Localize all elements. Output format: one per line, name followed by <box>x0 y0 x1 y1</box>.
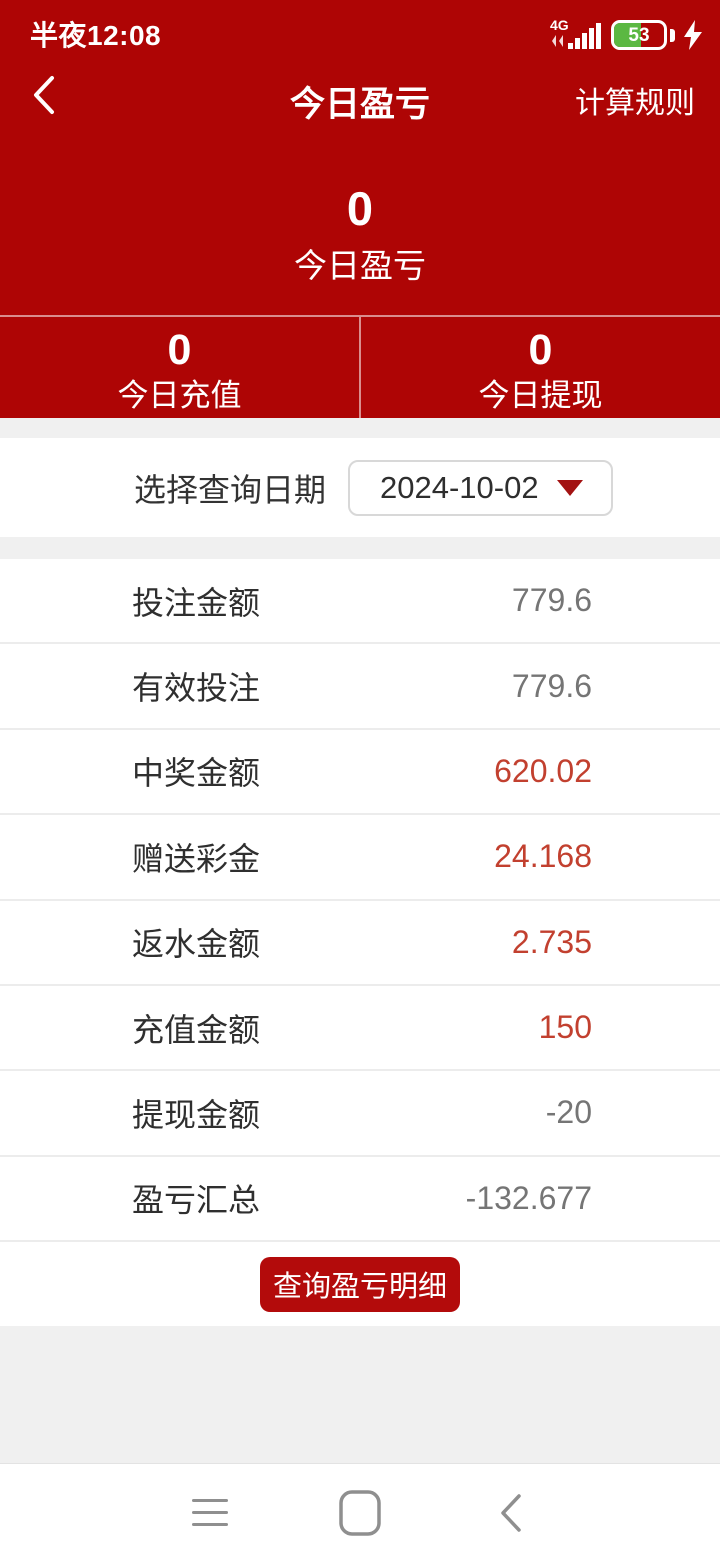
date-select-value: 2024-10-02 <box>380 469 539 505</box>
query-detail-button[interactable]: 查询盈亏明细 <box>260 1256 460 1312</box>
row-value: 2.735 <box>511 923 592 960</box>
stat-withdraw: 0 今日提现 <box>359 317 720 418</box>
table-row: 投注金额 779.6 <box>0 559 720 645</box>
row-value: 620.02 <box>494 752 592 789</box>
stats-row: 0 今日充值 0 今日提现 <box>0 317 720 418</box>
calc-rules-link[interactable]: 计算规则 <box>575 87 695 120</box>
nav-back-button[interactable] <box>471 1464 551 1560</box>
battery-nub <box>670 28 675 42</box>
home-button[interactable] <box>320 1464 400 1560</box>
table-row: 中奖金额 620.02 <box>0 729 720 816</box>
row-value: -20 <box>545 1094 592 1131</box>
table-row: 有效投注 779.6 <box>0 644 720 730</box>
divider-strip <box>0 537 720 559</box>
row-label: 返水金额 <box>132 926 261 963</box>
charging-bolt-icon <box>684 20 702 50</box>
row-value: 24.168 <box>494 838 592 875</box>
stat-withdraw-label: 今日提现 <box>478 378 603 413</box>
button-row: 查询盈亏明细 <box>0 1242 720 1326</box>
date-select[interactable]: 2024-10-02 <box>348 459 614 516</box>
status-time: 半夜12:08 <box>30 20 162 51</box>
table-row: 赠送彩金 24.168 <box>0 815 720 901</box>
stat-deposit-value: 0 <box>167 326 192 374</box>
row-value: -132.677 <box>465 1179 592 1216</box>
system-nav-bar <box>0 1463 720 1560</box>
row-value: 779.6 <box>511 582 592 619</box>
date-picker-label: 选择查询日期 <box>134 471 327 508</box>
hero-summary: 0 今日盈亏 <box>0 182 720 286</box>
row-value: 150 <box>538 1009 592 1046</box>
signal-icon: 4G <box>550 17 601 49</box>
date-picker-row: 选择查询日期 2024-10-02 <box>0 438 720 537</box>
row-label: 投注金额 <box>132 584 261 621</box>
stat-deposit-label: 今日充值 <box>117 378 242 413</box>
recents-button[interactable] <box>170 1464 250 1560</box>
recents-icon <box>192 1499 228 1526</box>
battery-percent: 53 <box>628 24 650 46</box>
nav-back-icon <box>501 1493 521 1532</box>
row-label: 盈亏汇总 <box>132 1182 261 1219</box>
page-title: 今日盈亏 <box>289 85 430 124</box>
background-filler <box>0 1326 720 1463</box>
divider-strip <box>0 418 720 438</box>
stat-withdraw-value: 0 <box>528 326 553 374</box>
home-icon <box>339 1489 381 1536</box>
chevron-down-icon <box>557 479 584 496</box>
hero-value: 0 <box>346 182 374 235</box>
row-value: 779.6 <box>511 667 592 704</box>
red-header: 半夜12:08 4G 53 <box>0 0 720 418</box>
status-bar: 半夜12:08 4G 53 <box>0 0 720 62</box>
table-row: 返水金额 2.735 <box>0 900 720 986</box>
app-nav-bar: 今日盈亏 计算规则 <box>0 62 720 128</box>
summary-table: 投注金额 779.6 有效投注 779.6 中奖金额 620.02 赠送彩金 2… <box>0 559 720 1242</box>
row-label: 充值金额 <box>132 1011 261 1048</box>
table-row: 充值金额 150 <box>0 985 720 1072</box>
battery-icon: 53 <box>611 20 667 50</box>
back-button[interactable] <box>22 70 66 120</box>
row-label: 有效投注 <box>132 670 261 707</box>
battery-fill <box>614 23 641 47</box>
svg-text:4G: 4G <box>550 17 569 33</box>
row-label: 中奖金额 <box>132 755 261 792</box>
row-label: 赠送彩金 <box>132 840 261 877</box>
stats-divider <box>0 315 720 317</box>
hero-label: 今日盈亏 <box>294 247 426 284</box>
table-row: 盈亏汇总 -132.677 <box>0 1156 720 1242</box>
status-icons: 4G 53 <box>550 9 702 53</box>
stat-deposit: 0 今日充值 <box>0 317 359 418</box>
row-label: 提现金额 <box>132 1096 261 1133</box>
table-row: 提现金额 -20 <box>0 1071 720 1157</box>
back-chevron-icon <box>34 76 54 114</box>
